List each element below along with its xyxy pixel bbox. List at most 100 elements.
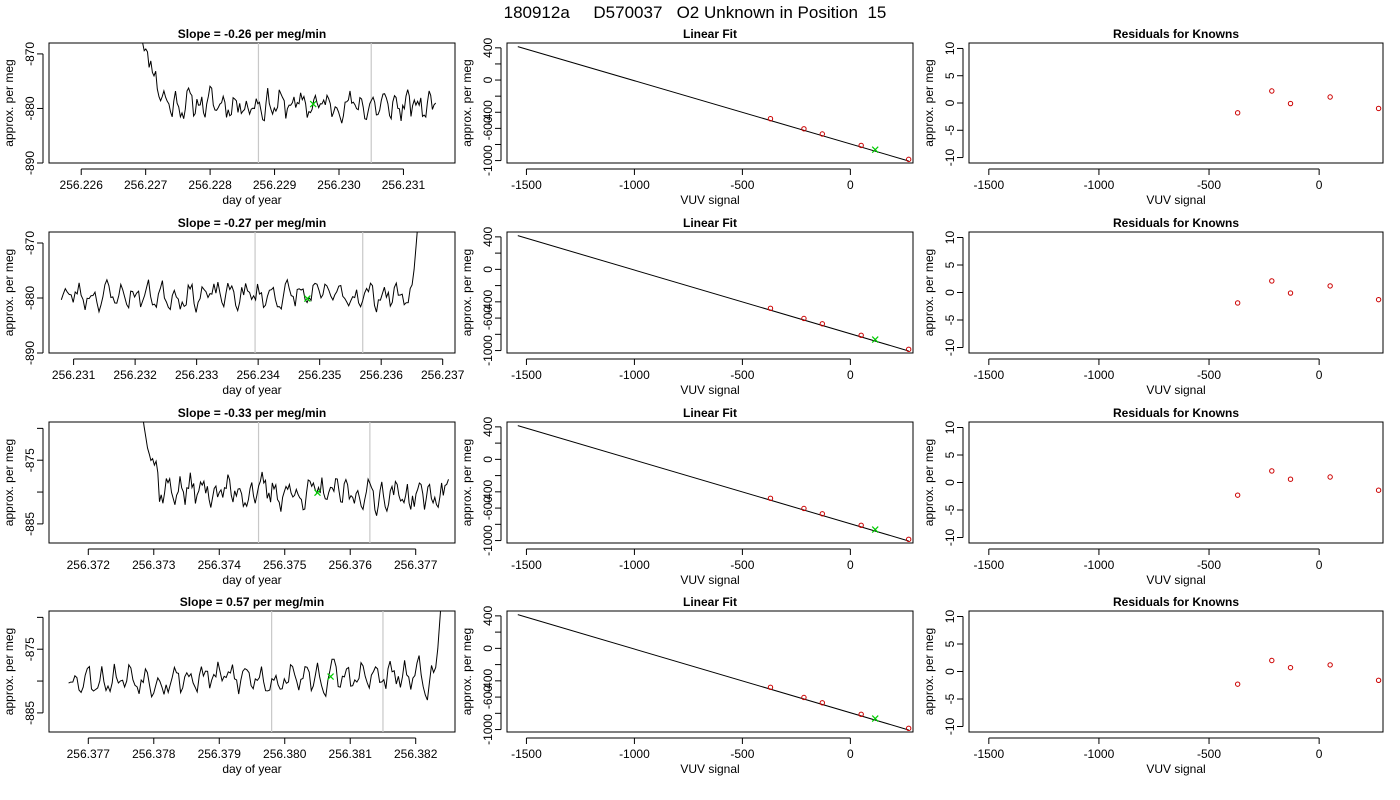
fit-line xyxy=(517,235,909,352)
x-axis-label: VUV signal xyxy=(680,573,739,587)
y-tick-label: 5 xyxy=(943,72,957,79)
y-tick-label: -400 xyxy=(481,290,495,314)
x-tick-label: -1000 xyxy=(619,368,650,382)
known-point xyxy=(819,700,825,706)
x-tick-label: 256.226 xyxy=(60,178,104,192)
known-point xyxy=(1327,662,1333,668)
y-axis-label: approx. per meg xyxy=(460,249,474,336)
x-tick-label: -500 xyxy=(730,368,754,382)
known-point xyxy=(1287,290,1294,296)
y-tick-label: -400 xyxy=(481,669,495,693)
known-point xyxy=(801,505,807,512)
x-tick-label: -1500 xyxy=(973,747,1004,761)
known-point xyxy=(858,142,864,149)
y-tick-label: -880 xyxy=(23,286,37,310)
known-point xyxy=(858,711,864,717)
x-tick-label: 256.381 xyxy=(329,747,373,761)
plot-frame xyxy=(968,42,1384,164)
known-point xyxy=(1327,474,1333,480)
y-tick-label: -600 xyxy=(481,496,495,520)
x-tick-label: 256.378 xyxy=(132,747,176,761)
known-point xyxy=(801,694,807,701)
y-tick-label: -5 xyxy=(943,693,957,704)
x-tick-label: -500 xyxy=(1197,178,1221,192)
known-point xyxy=(905,156,912,163)
trace-line xyxy=(142,422,449,516)
x-tick-label: 256.237 xyxy=(421,368,465,382)
x-axis-label: VUV signal xyxy=(680,193,739,207)
known-point xyxy=(858,522,864,528)
x-tick-label: 256.236 xyxy=(359,368,403,382)
y-tick-label: -1000 xyxy=(481,335,495,366)
known-point xyxy=(905,725,912,732)
y-axis-label: approx. per meg xyxy=(922,628,936,715)
figure-title: 180912a D570037 O2 Unknown in Position 1… xyxy=(504,3,887,22)
known-point xyxy=(1375,487,1382,493)
x-tick-label: -500 xyxy=(1197,558,1221,572)
y-tick-label: -890 xyxy=(23,341,37,365)
x-tick-label: -1000 xyxy=(1084,368,1115,382)
known-point xyxy=(1234,300,1241,306)
x-tick-label: -1000 xyxy=(619,747,650,761)
x-tick-label: -1500 xyxy=(973,368,1004,382)
x-axis-label: VUV signal xyxy=(680,762,739,776)
known-point xyxy=(1375,296,1382,303)
x-tick-label: 256.235 xyxy=(298,368,342,382)
x-tick-label: -500 xyxy=(1197,368,1221,382)
panel-3-2: Linear Fit -1500 -1000 -500 0 VUV signal -1000… xyxy=(460,406,914,587)
x-tick-label: -1000 xyxy=(1084,747,1115,761)
y-tick-label: -885 xyxy=(23,512,37,536)
plot-frame xyxy=(506,421,914,544)
panel-1-2: Linear Fit -1500 -1000 -500 0 VUV signal -1000… xyxy=(460,27,914,207)
x-tick-label: 0 xyxy=(847,178,854,192)
y-tick-label: 5 xyxy=(943,261,957,268)
y-tick-label: -5 xyxy=(943,314,957,325)
y-axis-label: approx. per meg xyxy=(2,249,16,336)
x-tick-label: 256.231 xyxy=(52,368,96,382)
panel-3-1: Slope = -0.33 per meg/min 256.372 256.373 2… xyxy=(2,406,456,587)
x-tick-label: -1500 xyxy=(511,747,542,761)
panel-title: Slope = -0.33 per meg/min xyxy=(178,406,326,420)
y-tick-label: -10 xyxy=(943,529,957,547)
trace-line xyxy=(142,43,437,124)
x-axis-label: VUV signal xyxy=(680,383,739,397)
panel-title: Slope = -0.27 per meg/min xyxy=(178,216,326,230)
panel-title: Residuals for Knowns xyxy=(1113,216,1239,230)
panel-title: Residuals for Knowns xyxy=(1113,406,1239,420)
x-tick-label: 256.234 xyxy=(236,368,280,382)
panel-2-1: Slope = -0.27 per meg/min 256.231 256.232 2… xyxy=(2,216,465,397)
x-tick-label: 0 xyxy=(1316,558,1323,572)
y-tick-label: 400 xyxy=(481,38,495,58)
fit-line xyxy=(517,46,909,162)
y-axis-label: approx. per meg xyxy=(460,628,474,715)
y-tick-label: -10 xyxy=(943,339,957,357)
x-tick-label: -500 xyxy=(730,178,754,192)
x-tick-label: 256.372 xyxy=(67,558,111,572)
panel-1-1: Slope = -0.26 per meg/min 256.226 256.227 2… xyxy=(2,27,456,207)
known-point xyxy=(858,332,864,338)
trace-line xyxy=(60,232,418,314)
x-tick-label: -1000 xyxy=(619,558,650,572)
trace-line xyxy=(68,611,442,701)
panel-title: Slope = -0.26 per meg/min xyxy=(178,27,326,41)
x-tick-label: -1500 xyxy=(973,178,1004,192)
x-tick-label: -1000 xyxy=(1084,558,1115,572)
x-tick-label: 0 xyxy=(1316,368,1323,382)
known-point xyxy=(1234,492,1241,498)
known-point xyxy=(767,684,774,691)
known-point xyxy=(1269,88,1275,94)
y-tick-label: 400 xyxy=(481,227,495,247)
x-tick-label: 256.380 xyxy=(263,747,307,761)
plot-frame xyxy=(48,421,456,544)
panel-2-2: Linear Fit -1500 -1000 -500 0 VUV signal -1000… xyxy=(460,216,914,397)
y-tick-label: 0 xyxy=(943,479,957,486)
plot-frame xyxy=(48,231,456,354)
x-axis-label: day of year xyxy=(222,573,281,587)
plot-frame xyxy=(968,610,1384,733)
y-tick-label: 0 xyxy=(481,76,495,83)
y-tick-label: 400 xyxy=(481,606,495,626)
y-tick-label: -875 xyxy=(23,637,37,661)
x-tick-label: 0 xyxy=(1316,178,1323,192)
known-point xyxy=(767,495,774,502)
x-tick-label: 256.375 xyxy=(263,558,307,572)
